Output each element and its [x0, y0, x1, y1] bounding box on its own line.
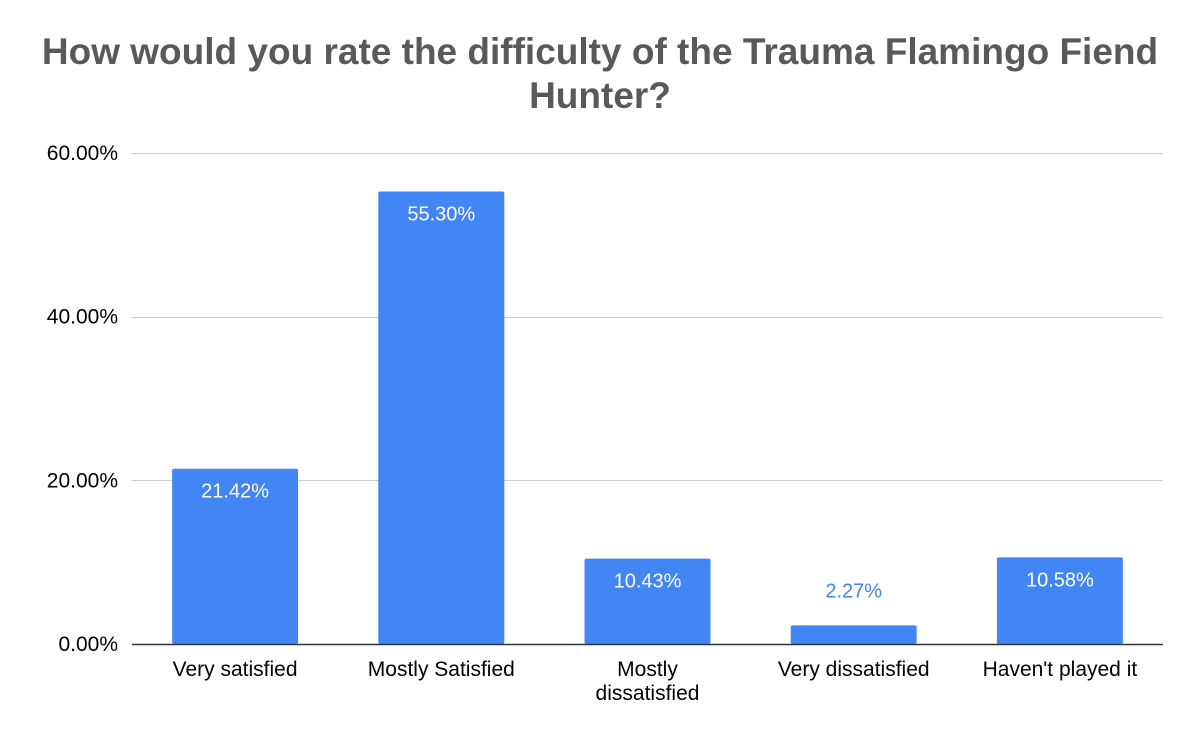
bar-value-label: 55.30% [407, 203, 475, 225]
bar-value-label: 10.58% [1026, 569, 1094, 591]
x-category-label: Very satisfied [173, 658, 298, 681]
data-labels: 21.42% 55.30% 10.43% 2.27% 10.58% [201, 203, 1094, 602]
bar-value-label: 21.42% [201, 481, 269, 503]
chart-title: How would you rate the difficulty of the… [41, 31, 1159, 116]
bar [790, 625, 917, 644]
gridlines [132, 153, 1163, 481]
y-tick-label: 0.00% [58, 633, 118, 656]
bar [172, 468, 299, 644]
bar [378, 191, 505, 644]
x-category-label: Mostly [617, 658, 678, 681]
bar-value-label: 10.43% [614, 571, 682, 593]
y-tick-label: 60.00% [47, 142, 118, 165]
y-tick-label: 20.00% [47, 469, 118, 492]
x-category-label: Mostly Satisfied [368, 658, 515, 681]
bar [584, 558, 711, 644]
y-axis-tick-labels: 0.00% 20.00% 40.00% 60.00% [47, 142, 118, 656]
bar-value-label: 2.27% [825, 580, 882, 602]
x-category-label: Very dissatisfied [778, 658, 930, 681]
bar [996, 557, 1123, 644]
y-tick-label: 40.00% [47, 306, 118, 329]
x-category-label: dissatisfied [596, 682, 700, 705]
bars [172, 191, 1123, 644]
x-axis-category-labels: Very satisfied Mostly Satisfied Mostlydiss… [173, 658, 1138, 705]
x-category-label: Haven't played it [983, 658, 1138, 681]
